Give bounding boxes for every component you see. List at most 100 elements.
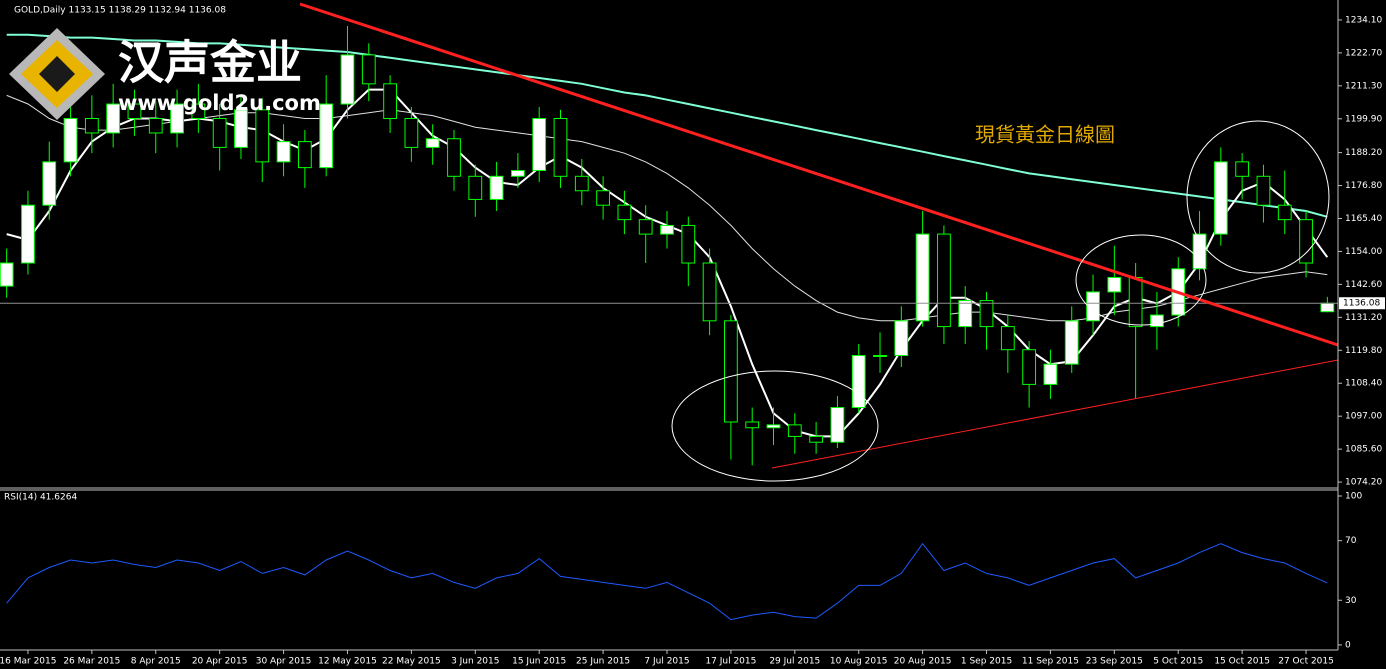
candle-body bbox=[532, 117, 547, 172]
candle-body bbox=[276, 141, 291, 163]
x-tick-label: 15 Jun 2015 bbox=[512, 657, 566, 667]
x-tick-label: 3 Jun 2015 bbox=[451, 657, 499, 667]
x-tick-label: 30 Apr 2015 bbox=[256, 657, 312, 667]
x-tick-label: 15 Oct 2015 bbox=[1214, 657, 1270, 667]
candle-body bbox=[1086, 291, 1100, 322]
candle-body bbox=[787, 424, 802, 437]
y-tick-label: 1165.40 bbox=[1345, 214, 1382, 224]
candle-body bbox=[702, 262, 717, 322]
trend-line bbox=[299, 2, 1339, 347]
y-tick-label: 1154.00 bbox=[1345, 247, 1382, 257]
candle-body bbox=[1064, 320, 1079, 365]
highlight-circle bbox=[1075, 234, 1207, 326]
last-price-label: 1136.08 bbox=[1343, 299, 1380, 309]
y-tick-label: 1119.80 bbox=[1345, 346, 1382, 356]
moving-average bbox=[6, 33, 1328, 218]
x-tick-label: 1 Sep 2015 bbox=[961, 657, 1012, 667]
candle-body bbox=[596, 190, 610, 206]
candle-body bbox=[958, 300, 973, 328]
x-tick-label: 23 Sep 2015 bbox=[1086, 657, 1143, 667]
logo-url: www.gold2u.com bbox=[118, 91, 321, 115]
y-tick-label: 0 bbox=[1345, 640, 1351, 650]
candle-body bbox=[809, 435, 824, 443]
candle-body bbox=[191, 103, 206, 119]
trend-line bbox=[771, 359, 1339, 469]
candle-body bbox=[84, 117, 99, 134]
y-tick-label: 1097.00 bbox=[1345, 412, 1382, 422]
annotation: 現貨黃金日線圖 bbox=[975, 123, 1115, 147]
candle-body bbox=[447, 138, 461, 177]
candle-body bbox=[234, 109, 248, 148]
candle-body bbox=[361, 54, 376, 85]
x-tick-label: 7 Jul 2015 bbox=[644, 657, 689, 667]
candle-body bbox=[1000, 326, 1015, 351]
candle-body bbox=[638, 219, 653, 235]
x-tick-label: 20 Apr 2015 bbox=[192, 657, 248, 667]
x-tick-label: 12 May 2015 bbox=[318, 657, 377, 667]
candle-body bbox=[915, 233, 930, 322]
candle-body bbox=[212, 117, 227, 148]
candle-body bbox=[851, 354, 866, 409]
y-tick-label: 30 bbox=[1345, 596, 1357, 606]
y-tick-label: 1199.90 bbox=[1345, 114, 1382, 124]
candle-body bbox=[1277, 204, 1292, 221]
y-tick-label: 1176.80 bbox=[1345, 181, 1382, 191]
highlight-circle bbox=[1186, 120, 1330, 274]
candle-body bbox=[468, 175, 483, 200]
candle-body bbox=[489, 175, 504, 200]
x-tick-label: 10 Aug 2015 bbox=[830, 657, 888, 667]
candle-body bbox=[830, 407, 845, 443]
candle-body bbox=[170, 103, 184, 134]
candle-body bbox=[660, 224, 674, 235]
y-tick-label: 1074.20 bbox=[1345, 478, 1382, 488]
candle-body bbox=[724, 320, 738, 423]
candle-body bbox=[1213, 161, 1228, 235]
logo-diamond-core bbox=[39, 56, 75, 92]
candle-body bbox=[745, 421, 760, 429]
candle-body bbox=[873, 354, 887, 357]
y-tick-label: 1188.20 bbox=[1345, 148, 1382, 158]
y-tick-label: 1222.70 bbox=[1345, 48, 1382, 58]
candle-body bbox=[63, 117, 78, 163]
logo-name: 汉声金业 bbox=[118, 36, 302, 90]
logo: 汉声金业 www.gold2u.com bbox=[9, 28, 321, 120]
candle-body bbox=[1022, 349, 1037, 385]
x-tick-label: 11 Sep 2015 bbox=[1022, 657, 1079, 667]
candle-body bbox=[127, 103, 142, 119]
y-tick-label: 1211.30 bbox=[1345, 81, 1382, 91]
candle-body bbox=[404, 117, 419, 148]
x-tick-label: 8 Apr 2015 bbox=[131, 657, 181, 667]
indicator-title: RSI(14) 41.6264 bbox=[4, 493, 77, 503]
candle-body bbox=[106, 103, 121, 134]
candle-body bbox=[553, 117, 568, 177]
y-tick-label: 70 bbox=[1345, 536, 1357, 546]
y-tick-label: 1142.60 bbox=[1345, 280, 1382, 290]
candle-body bbox=[1107, 276, 1122, 293]
x-tick-label: 27 Oct 2015 bbox=[1278, 657, 1334, 667]
candle-body bbox=[1320, 302, 1335, 313]
x-tick-label: 25 Jun 2015 bbox=[576, 657, 630, 667]
candle-body bbox=[148, 117, 163, 134]
candle-body bbox=[617, 204, 632, 221]
candle-body bbox=[1299, 219, 1313, 264]
chart-title: GOLD,Daily 1133.15 1138.29 1132.94 1136.… bbox=[14, 6, 226, 16]
y-tick-label: 1108.40 bbox=[1345, 379, 1382, 389]
candle-body bbox=[383, 83, 397, 119]
x-tick-label: 29 Jul 2015 bbox=[769, 657, 820, 667]
candle-body bbox=[319, 103, 334, 169]
candle-body bbox=[574, 175, 589, 192]
candle-body bbox=[1235, 161, 1250, 177]
x-tick-label: 16 Mar 2015 bbox=[0, 657, 56, 667]
candle-body bbox=[1256, 175, 1271, 206]
candle-body bbox=[1150, 314, 1164, 328]
x-tick-label: 22 May 2015 bbox=[382, 657, 441, 667]
y-tick-label: 1234.10 bbox=[1345, 15, 1382, 25]
indicator-line bbox=[6, 542, 1328, 621]
plot-area bbox=[0, 26, 1338, 621]
candle-body bbox=[937, 233, 951, 328]
candle-body bbox=[1192, 233, 1207, 270]
y-tick-label: 1131.20 bbox=[1345, 313, 1382, 323]
candle-body bbox=[21, 204, 35, 264]
candle-body bbox=[297, 141, 312, 169]
